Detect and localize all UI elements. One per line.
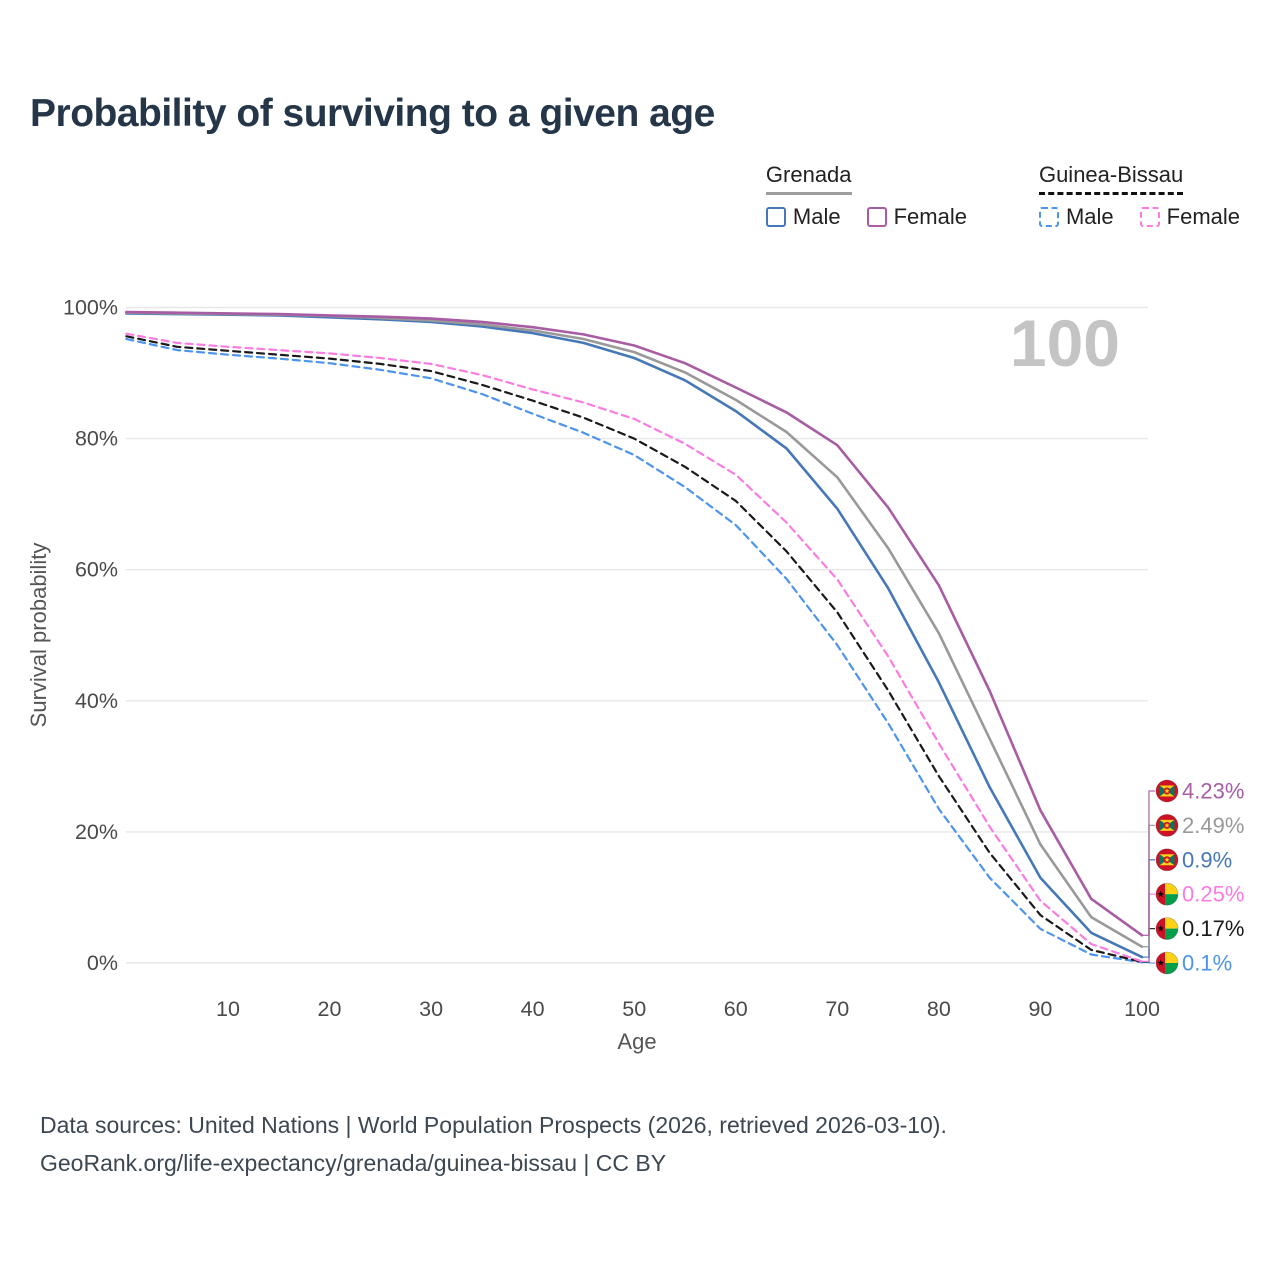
legend-item-guinea-bissau-female[interactable]: Female xyxy=(1139,204,1240,230)
y-tick-label: 80% xyxy=(75,427,118,451)
series-line-guinea-bissau-both-sexes[interactable] xyxy=(125,335,1144,963)
y-tick-label: 100% xyxy=(63,296,118,320)
grenada-flag-icon xyxy=(1156,780,1178,802)
legend-group-title: Grenada xyxy=(765,162,852,195)
x-tick-label: 50 xyxy=(622,997,646,1021)
x-tick-label: 70 xyxy=(825,997,849,1021)
y-tick-label: 40% xyxy=(75,689,118,713)
y-tick-label: 20% xyxy=(75,820,118,844)
legend-item-guinea-bissau-male[interactable]: Male xyxy=(1038,204,1114,230)
guinea-bissau-flag-icon xyxy=(1156,883,1178,906)
legend-group-guinea-bissau: Guinea-Bissau Male Female xyxy=(1038,162,1240,230)
end-label-value: 0.1% xyxy=(1182,951,1232,976)
legend-group-grenada: Grenada Male Female xyxy=(765,162,967,230)
end-label-value: 0.17% xyxy=(1182,916,1244,941)
legend-items: Male Female xyxy=(1038,204,1240,230)
x-tick-label: 10 xyxy=(216,997,240,1021)
end-label-guinea-bissau-female[interactable]: 0.25% xyxy=(1155,882,1244,907)
end-label-value: 0.9% xyxy=(1182,847,1232,872)
legend-item-label: Female xyxy=(893,204,967,229)
footer-attribution: GeoRank.org/life-expectancy/grenada/guin… xyxy=(40,1150,667,1176)
end-label-grenada-both-sexes[interactable]: 2.49% xyxy=(1155,813,1244,838)
grenada-flag-icon xyxy=(1156,814,1178,837)
grenada-flag-icon xyxy=(1156,848,1178,871)
legend-items: Male Female xyxy=(765,204,967,230)
x-tick-label: 80 xyxy=(927,997,951,1021)
x-tick-label: 40 xyxy=(521,997,545,1021)
guinea-bissau-flag-icon xyxy=(1156,917,1178,940)
x-tick-label: 20 xyxy=(318,997,342,1021)
end-label-value: 2.49% xyxy=(1182,813,1244,838)
end-label-connector xyxy=(1142,790,1155,936)
hover-age-watermark: 100 xyxy=(1010,306,1120,380)
y-tick-label: 0% xyxy=(87,951,118,975)
legend-swatch-icon xyxy=(1038,207,1059,227)
x-tick-label: 90 xyxy=(1028,997,1052,1021)
legend: Grenada Male Female Guinea-Bissau Male Female xyxy=(765,162,1240,230)
guinea-bissau-flag-icon xyxy=(1156,952,1178,974)
end-label-guinea-bissau-both-sexes[interactable]: 0.17% xyxy=(1155,916,1244,941)
legend-group-title: Guinea-Bissau xyxy=(1038,162,1184,195)
legend-swatch-icon xyxy=(1139,207,1160,227)
series-line-guinea-bissau-female[interactable] xyxy=(125,332,1144,963)
footer-data-sources: Data sources: United Nations | World Pop… xyxy=(40,1112,947,1138)
legend-swatch-icon xyxy=(765,207,786,227)
x-axis-title: Age xyxy=(617,1029,656,1054)
legend-item-label: Male xyxy=(792,204,841,229)
legend-item-label: Male xyxy=(1065,204,1114,229)
x-tick-label: 30 xyxy=(419,997,443,1021)
y-axis-title: Survival probability xyxy=(26,543,51,728)
y-tick-label: 60% xyxy=(75,558,118,582)
end-label-guinea-bissau-male[interactable]: 0.1% xyxy=(1155,951,1232,976)
legend-item-label: Female xyxy=(1166,204,1240,229)
page-title: Probability of surviving to a given age xyxy=(30,92,715,135)
plot-area[interactable] xyxy=(126,300,1148,963)
x-tick-label: 60 xyxy=(724,997,748,1021)
series-line-guinea-bissau-male[interactable] xyxy=(125,337,1144,964)
end-label-value: 4.23% xyxy=(1182,779,1244,804)
end-label-grenada-female[interactable]: 4.23% xyxy=(1155,779,1244,804)
footer: Data sources: United Nations | World Pop… xyxy=(40,1106,947,1182)
end-label-value: 0.25% xyxy=(1182,882,1244,907)
end-label-grenada-male[interactable]: 0.9% xyxy=(1155,847,1232,872)
legend-swatch-icon xyxy=(866,207,887,227)
series-line-grenada-female[interactable] xyxy=(125,310,1144,937)
legend-item-grenada-male[interactable]: Male xyxy=(765,204,841,230)
legend-item-grenada-female[interactable]: Female xyxy=(866,204,967,230)
x-tick-label: 100 xyxy=(1124,997,1160,1021)
